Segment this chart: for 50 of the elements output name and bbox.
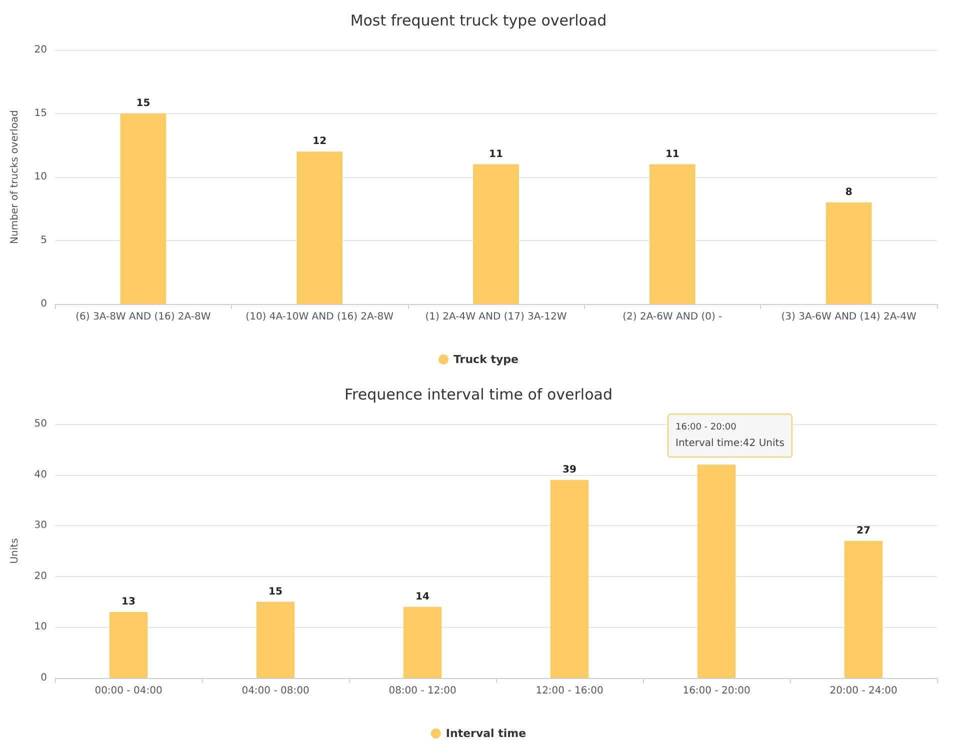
y-tick-label: 50 (34, 418, 47, 430)
y-tick-label: 40 (34, 469, 47, 480)
chart-title: Most frequent truck type overload (350, 12, 607, 30)
bar (697, 464, 736, 678)
y-axis-title: Number of trucks overload (10, 110, 20, 244)
y-tick-label: 30 (34, 520, 47, 532)
y-tick-label: 20 (34, 44, 47, 56)
x-tick-label: 08:00 - 12:00 (388, 686, 456, 696)
y-tick-label: 10 (34, 172, 47, 182)
bar (844, 540, 883, 678)
data-label: 11 (489, 148, 503, 160)
bar (473, 164, 519, 304)
bar (550, 480, 589, 678)
bar (109, 612, 148, 678)
chart-title: Frequence interval time of overload (344, 386, 612, 404)
data-label: 15 (268, 586, 282, 598)
x-tick-label: (2) 2A-6W AND (0) - (622, 312, 723, 322)
annotation: 16:00 - 20:00 Interval time:42 Units (676, 422, 784, 450)
data-label: 39 (562, 464, 576, 476)
y-tick-label: 10 (34, 622, 47, 633)
x-tick-label: (3) 3A-6W AND (14) 2A-4W (781, 312, 916, 322)
data-label: 12 (312, 136, 327, 148)
y-tick-label: 0 (40, 672, 47, 684)
bar (256, 602, 295, 678)
data-label: 27 (856, 525, 870, 536)
y-tick-label: 15 (34, 108, 47, 119)
bar (296, 152, 343, 304)
y-axis-title: Units (10, 538, 20, 564)
y-tick-label: 20 (34, 570, 47, 582)
x-tick-label: 12:00 - 16:00 (536, 686, 604, 696)
bar (649, 164, 696, 304)
y-tick-label: 5 (40, 235, 47, 246)
y-tick-label: 0 (40, 298, 47, 310)
bar (826, 202, 872, 304)
x-tick-label: 00:00 - 04:00 (94, 686, 162, 696)
data-label: 8 (845, 186, 852, 198)
legend-label: Interval time (446, 727, 526, 740)
x-tick-label: (10) 4A-10W AND (16) 2A-8W (246, 312, 394, 322)
data-label: 11 (665, 148, 680, 160)
legend-label: Truck type (454, 353, 518, 366)
data-label: 14 (416, 591, 430, 602)
x-tick-label: 20:00 - 24:00 (830, 686, 898, 696)
bar (120, 114, 166, 304)
x-tick-label: (1) 2A-4W AND (17) 3A-12W (425, 312, 567, 322)
x-tick-label: 04:00 - 08:00 (242, 686, 310, 696)
bar (403, 606, 442, 678)
data-label: 13 (122, 596, 136, 608)
x-tick-label: (6) 3A-8W AND (16) 2A-8W (76, 312, 211, 322)
x-tick-label: 16:00 - 20:00 (682, 686, 750, 696)
data-label: 15 (136, 98, 150, 109)
